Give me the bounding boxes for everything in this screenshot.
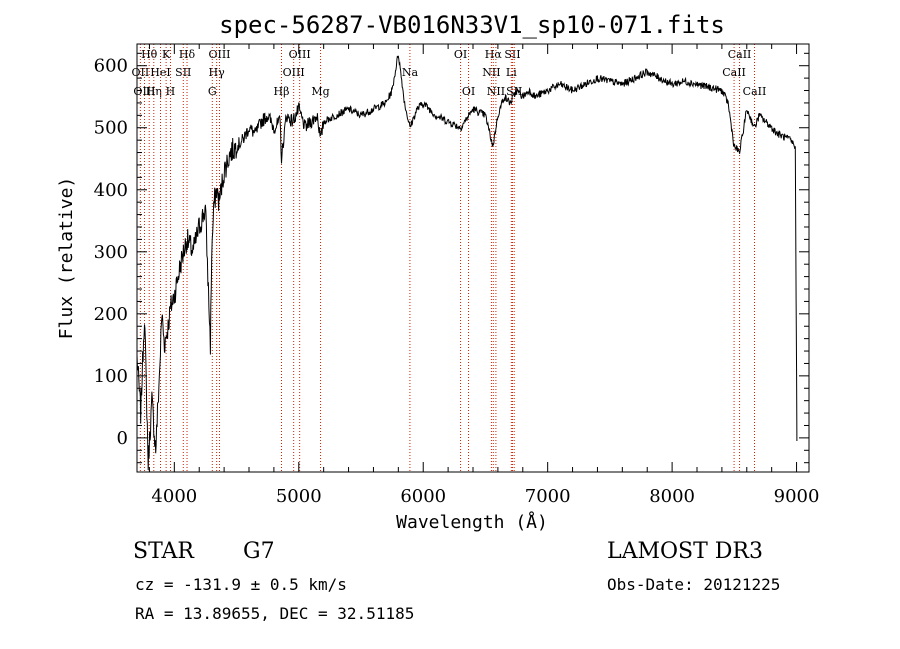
object-class: STAR xyxy=(133,539,194,564)
x-tick-label: 9000 xyxy=(774,486,820,507)
spectral-line-label: OIII xyxy=(208,48,230,61)
y-tick-label: 200 xyxy=(94,304,128,325)
spectral-line-label: NII xyxy=(482,66,500,79)
x-tick-label: 5000 xyxy=(276,486,322,507)
survey-name: LAMOST DR3 xyxy=(607,539,763,564)
spectral-line-label: Hη xyxy=(146,85,162,98)
y-tick-label: 100 xyxy=(94,366,128,387)
x-tick-label: 8000 xyxy=(649,486,695,507)
y-axis: 0 100 200 300 400 500 600 xyxy=(94,52,809,464)
y-axis-label: Flux (relative) xyxy=(56,177,77,340)
spectral-line-label: HeI xyxy=(150,66,170,79)
spectral-line-label: OII xyxy=(132,66,150,79)
spectral-line-label: Na xyxy=(402,66,419,79)
spectral-line-label: Hθ xyxy=(141,48,158,61)
spectral-line-label: Hδ xyxy=(179,48,196,61)
spectral-line-label: Hβ xyxy=(274,85,290,98)
spectral-line-label: OIII xyxy=(283,66,305,79)
y-tick-label: 500 xyxy=(94,118,128,139)
spectral-line-label: Li xyxy=(506,66,517,79)
x-tick-label: 6000 xyxy=(400,486,446,507)
redshift-value: cz = -131.9 ± 0.5 km/s xyxy=(135,575,347,594)
object-subclass: G7 xyxy=(243,539,275,564)
spectral-line-label: SII xyxy=(175,66,191,79)
x-axis: 4000 5000 6000 7000 8000 9000 xyxy=(148,44,820,507)
spectral-line-label: Mg xyxy=(311,85,329,98)
spectral-line-label: Hγ xyxy=(209,66,226,79)
y-tick-label: 0 xyxy=(117,428,128,449)
x-tick-label: 7000 xyxy=(525,486,571,507)
y-tick-label: 400 xyxy=(94,180,128,201)
spectral-line-label: Hα xyxy=(485,48,503,61)
spectral-line-label: K xyxy=(162,48,171,61)
spectral-line-label: SII xyxy=(506,85,522,98)
spectral-line-label: CaII xyxy=(722,66,746,79)
spectral-line-label: G xyxy=(208,85,217,98)
spectral-line-label: OIII xyxy=(133,85,155,98)
y-tick-label: 600 xyxy=(94,56,128,77)
y-tick-label: 300 xyxy=(94,242,128,263)
spectral-line-label: NII xyxy=(487,85,505,98)
coordinates: RA = 13.89655, DEC = 32.51185 xyxy=(135,604,415,623)
spectral-line-label: OI xyxy=(454,48,467,61)
spectral-line-label: CaII xyxy=(743,85,767,98)
spectral-line-label: CaII xyxy=(728,48,752,61)
observation-date: Obs-Date: 20121225 xyxy=(607,575,781,594)
spectral-line-label: SII xyxy=(504,48,520,61)
x-axis-label: Wavelength (Å) xyxy=(396,511,548,533)
spectral-line-label: OIII xyxy=(289,48,311,61)
chart-title: spec-56287-VB016N33V1_sp10-071.fits xyxy=(219,11,725,39)
spectrum-line xyxy=(136,55,798,471)
spectral-line-label: H xyxy=(166,85,176,98)
x-tick-label: 4000 xyxy=(151,486,197,507)
spectral-line-label: OI xyxy=(462,85,475,98)
